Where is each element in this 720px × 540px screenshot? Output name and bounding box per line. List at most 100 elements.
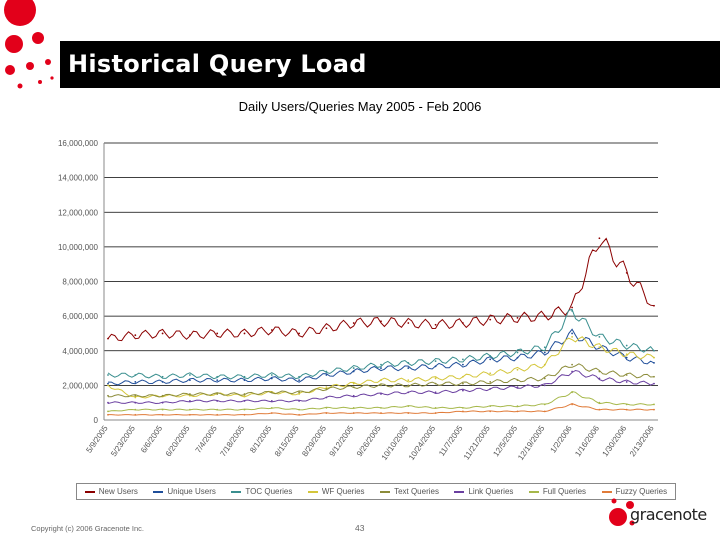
- data-point: [107, 401, 109, 404]
- data-point: [189, 379, 191, 382]
- data-point: [571, 306, 573, 309]
- chart-title: Daily Users/Queries May 2005 - Feb 2006: [238, 99, 482, 114]
- data-point: [216, 379, 219, 382]
- data-point: [462, 410, 464, 413]
- data-point: [571, 403, 573, 406]
- legend-item: Text Queries: [380, 487, 439, 496]
- legend-swatch: [307, 490, 318, 493]
- data-point: [571, 336, 573, 338]
- data-point: [598, 370, 601, 373]
- data-point: [543, 351, 546, 354]
- data-point: [598, 377, 601, 380]
- data-point: [134, 413, 137, 416]
- data-point: [434, 406, 437, 409]
- data-point: [571, 363, 573, 366]
- data-point: [516, 316, 519, 319]
- data-point: [298, 332, 300, 335]
- x-tick-label: 12/5/2005: [491, 424, 519, 459]
- data-point: [489, 387, 492, 390]
- data-point: [270, 391, 273, 394]
- data-point: [543, 346, 546, 349]
- data-point: [407, 384, 410, 387]
- legend-swatch: [84, 490, 95, 493]
- data-point: [325, 386, 328, 389]
- data-point: [625, 271, 628, 274]
- data-point: [380, 412, 382, 414]
- data-point: [325, 396, 328, 399]
- data-point: [516, 410, 519, 413]
- data-point: [380, 379, 382, 382]
- data-point: [489, 318, 492, 321]
- data-point: [216, 400, 219, 402]
- data-point: [543, 384, 546, 387]
- legend-label: New Users: [98, 487, 138, 496]
- data-point: [462, 322, 464, 324]
- data-point: [134, 396, 137, 399]
- legend-label: Fuzzy Queries: [615, 487, 668, 496]
- data-point: [298, 379, 300, 382]
- data-point: [325, 412, 328, 414]
- data-point: [352, 406, 355, 409]
- data-point: [243, 408, 246, 411]
- data-point: [216, 408, 219, 411]
- data-point: [298, 413, 300, 416]
- data-point: [434, 365, 437, 368]
- data-point: [189, 400, 191, 402]
- data-point: [625, 381, 628, 383]
- data-point: [161, 375, 164, 378]
- data-point: [298, 400, 300, 402]
- data-point: [161, 394, 164, 397]
- data-point: [380, 363, 382, 366]
- data-point: [462, 382, 464, 385]
- data-point: [625, 356, 628, 359]
- data-point: [516, 351, 519, 354]
- x-tick-label: 5/9/2005: [84, 424, 110, 455]
- legend-swatch: [454, 490, 465, 493]
- x-tick-label: 1/2/2006: [549, 424, 575, 455]
- data-point: [598, 408, 601, 411]
- data-point: [434, 323, 437, 326]
- page-number: 43: [355, 523, 365, 533]
- x-tick-label: 12/19/2005: [516, 424, 547, 462]
- data-point: [270, 374, 273, 376]
- data-point: [434, 391, 437, 394]
- data-point: [325, 370, 328, 373]
- data-point: [270, 406, 273, 409]
- data-point: [571, 370, 573, 373]
- data-point: [625, 403, 628, 406]
- data-point: [352, 367, 355, 369]
- data-point: [625, 374, 628, 376]
- data-point: [189, 413, 191, 416]
- data-point: [653, 403, 655, 406]
- data-point: [380, 367, 382, 369]
- x-tick-label: 8/1/2005: [248, 424, 274, 455]
- data-point: [161, 408, 164, 411]
- data-point: [107, 384, 109, 387]
- data-point: [653, 349, 655, 352]
- data-point: [243, 394, 246, 397]
- data-point: [653, 408, 655, 411]
- data-point: [134, 394, 137, 397]
- series-line: [108, 328, 655, 386]
- data-point: [216, 375, 219, 378]
- data-point: [161, 401, 164, 404]
- data-point: [653, 356, 655, 359]
- series-line: [107, 363, 655, 398]
- legend-label: TOC Queries: [245, 487, 293, 496]
- line-chart: 0 2,000,000 4,000,000 6,000,000 8,000,000 10,…: [58, 139, 658, 462]
- data-point: [134, 334, 137, 337]
- y-tick-label: 8,000,000: [62, 278, 98, 287]
- legend-item: TOC Queries: [231, 487, 292, 496]
- data-point: [325, 327, 328, 330]
- data-point: [107, 394, 109, 397]
- data-point: [270, 377, 273, 380]
- legend-swatch: [528, 490, 539, 493]
- y-tick-label: 6,000,000: [62, 312, 98, 321]
- legend-item: WF Queries: [307, 487, 365, 496]
- data-point: [434, 382, 437, 385]
- legend-item: Link Queries: [454, 487, 513, 496]
- x-tick-label: 7/4/2005: [194, 424, 220, 455]
- data-point: [325, 406, 328, 409]
- data-point: [189, 374, 191, 376]
- data-point: [352, 322, 355, 324]
